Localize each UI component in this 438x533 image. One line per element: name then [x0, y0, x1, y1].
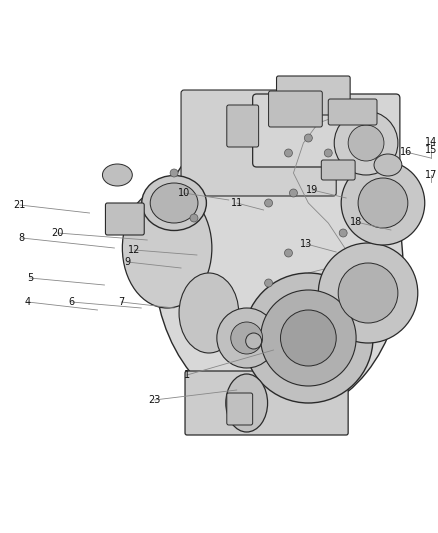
Circle shape [217, 308, 276, 368]
Text: 23: 23 [148, 395, 160, 405]
Text: 20: 20 [52, 228, 64, 238]
Circle shape [341, 161, 425, 245]
Circle shape [318, 243, 418, 343]
Circle shape [285, 249, 293, 257]
Circle shape [348, 125, 384, 161]
FancyBboxPatch shape [227, 105, 258, 147]
Text: 5: 5 [27, 273, 33, 283]
Circle shape [285, 149, 293, 157]
Circle shape [170, 169, 178, 177]
FancyBboxPatch shape [268, 91, 322, 127]
Text: 15: 15 [424, 145, 437, 155]
Text: 18: 18 [350, 217, 362, 227]
Circle shape [261, 290, 356, 386]
FancyBboxPatch shape [185, 371, 348, 435]
Ellipse shape [150, 183, 198, 223]
Circle shape [231, 322, 263, 354]
Text: 17: 17 [424, 170, 437, 180]
Ellipse shape [102, 164, 132, 186]
Text: 14: 14 [424, 137, 437, 147]
Ellipse shape [154, 108, 403, 418]
Circle shape [246, 333, 261, 349]
Circle shape [304, 134, 312, 142]
FancyBboxPatch shape [181, 90, 336, 196]
Circle shape [244, 273, 373, 403]
FancyBboxPatch shape [227, 393, 253, 425]
Text: 19: 19 [306, 185, 318, 195]
Circle shape [334, 111, 398, 175]
Circle shape [280, 310, 336, 366]
Circle shape [339, 229, 347, 237]
FancyBboxPatch shape [328, 99, 377, 125]
Circle shape [324, 149, 332, 157]
Circle shape [265, 199, 272, 207]
Circle shape [358, 178, 408, 228]
Circle shape [338, 263, 398, 323]
FancyBboxPatch shape [321, 160, 355, 180]
FancyBboxPatch shape [106, 203, 144, 235]
Circle shape [265, 279, 272, 287]
Text: 7: 7 [118, 297, 124, 307]
Text: 16: 16 [400, 147, 412, 157]
Circle shape [190, 214, 198, 222]
Text: 6: 6 [69, 297, 75, 307]
Text: 11: 11 [231, 198, 243, 208]
Text: 1: 1 [184, 370, 190, 380]
Text: 8: 8 [19, 233, 25, 243]
Ellipse shape [226, 374, 268, 432]
Text: 21: 21 [14, 200, 26, 210]
Circle shape [290, 189, 297, 197]
FancyBboxPatch shape [276, 76, 350, 115]
Ellipse shape [374, 154, 402, 176]
Text: 9: 9 [124, 257, 131, 267]
Ellipse shape [122, 188, 212, 308]
Text: 13: 13 [300, 239, 312, 249]
Ellipse shape [142, 175, 206, 230]
Text: 12: 12 [128, 245, 141, 255]
Ellipse shape [179, 273, 239, 353]
FancyBboxPatch shape [253, 94, 400, 167]
Text: 4: 4 [25, 297, 31, 307]
Text: 10: 10 [178, 188, 190, 198]
